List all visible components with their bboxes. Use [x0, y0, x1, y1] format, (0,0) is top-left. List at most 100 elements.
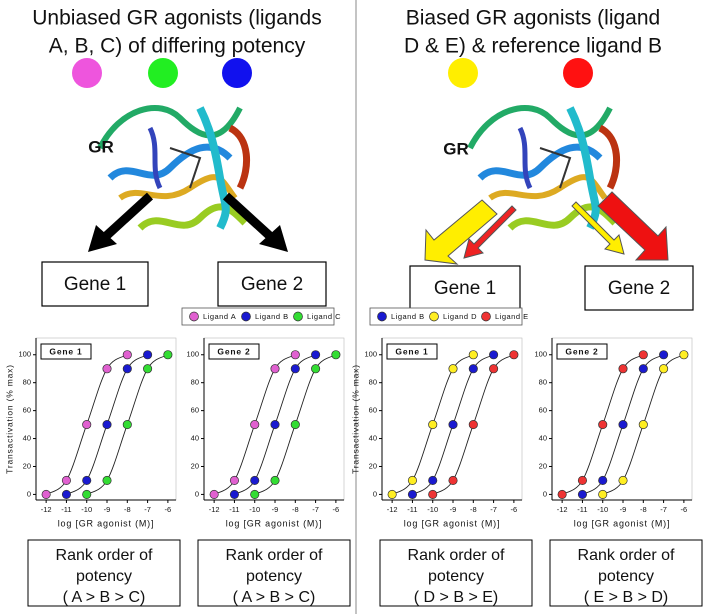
legend-label: Ligand A — [203, 312, 236, 321]
data-point — [41, 489, 51, 499]
data-point — [82, 489, 92, 499]
x-tick-label: -7 — [660, 505, 667, 514]
gene-tag-box — [556, 343, 608, 360]
panel-title: A, B, C) of differing potency — [49, 35, 306, 58]
y-tick-label: 20 — [23, 461, 31, 470]
legend-label: Ligand E — [495, 312, 529, 321]
rank-text: potency — [598, 568, 654, 585]
gene-box — [217, 261, 327, 307]
x-axis-label: log [GR agonist (M)] — [226, 518, 323, 528]
protein-structure — [100, 108, 247, 228]
data-point — [428, 475, 438, 485]
y-tick-label: 20 — [539, 461, 547, 470]
chart-title: Gene 2 — [217, 346, 250, 356]
data-point — [577, 475, 587, 485]
data-point — [448, 364, 458, 374]
legend-marker — [293, 311, 303, 322]
ligand-dot — [563, 58, 593, 88]
x-tick-label: -12 — [41, 505, 52, 514]
data-point — [489, 350, 499, 360]
data-point — [638, 420, 648, 430]
legend-label: Ligand B — [391, 312, 425, 321]
rank-text: potency — [428, 568, 484, 585]
x-tick-label: -10 — [81, 505, 92, 514]
data-point — [387, 489, 397, 499]
x-tick-label: -6 — [165, 505, 172, 514]
y-tick-label: 60 — [539, 406, 547, 415]
y-tick-label: 40 — [23, 434, 31, 443]
x-tick-label: -7 — [490, 505, 497, 514]
gene-box — [41, 261, 149, 307]
data-point — [638, 364, 648, 374]
data-point — [407, 475, 417, 485]
data-point — [311, 364, 321, 374]
x-tick-label: -11 — [577, 505, 587, 514]
data-point — [102, 420, 112, 430]
x-tick-label: -6 — [333, 505, 340, 514]
data-point — [122, 350, 132, 360]
rank-box — [379, 539, 533, 607]
rank-text: potency — [76, 568, 132, 585]
data-point — [250, 475, 260, 485]
legend-label: Ligand B — [255, 312, 289, 321]
data-point — [102, 475, 112, 485]
x-tick-label: -7 — [144, 505, 151, 514]
ligand-dot — [448, 58, 478, 88]
x-tick-label: -12 — [557, 505, 568, 514]
y-tick-label: 100 — [186, 350, 199, 359]
gene-label: Gene 1 — [64, 274, 126, 295]
rank-text: ( E > B > D) — [584, 589, 668, 606]
legend-label: Ligand C — [307, 312, 341, 321]
plot-frame — [381, 337, 523, 501]
panel-title: D & E) & reference ligand B — [404, 35, 662, 58]
gene-box — [584, 265, 694, 311]
gene-tag-box — [208, 343, 260, 360]
data-point — [290, 350, 300, 360]
data-point — [638, 350, 648, 360]
x-tick-label: -8 — [124, 505, 131, 514]
data-point — [250, 489, 260, 499]
y-tick-label: 100 — [18, 350, 31, 359]
x-tick-label: -10 — [427, 505, 438, 514]
data-point — [557, 489, 567, 499]
data-point — [618, 420, 628, 430]
x-tick-label: -10 — [597, 505, 608, 514]
legend-marker — [481, 311, 491, 322]
x-tick-label: -12 — [209, 505, 220, 514]
chart-title: Gene 1 — [395, 346, 428, 356]
rank-text: Rank order of — [56, 547, 153, 564]
x-tick-label: -11 — [229, 505, 239, 514]
data-point — [509, 350, 519, 360]
data-point — [122, 420, 132, 430]
rank-box — [197, 539, 351, 607]
y-tick-label: 80 — [539, 378, 547, 387]
data-point — [270, 420, 280, 430]
data-point — [270, 475, 280, 485]
x-tick-label: -9 — [620, 505, 627, 514]
ligand-dot — [222, 58, 252, 88]
x-tick-label: -9 — [272, 505, 279, 514]
gene-label: Gene 2 — [608, 278, 670, 299]
x-tick-label: -9 — [450, 505, 457, 514]
y-tick-label: 20 — [191, 461, 199, 470]
x-tick-label: -11 — [407, 505, 417, 514]
arrow — [222, 192, 288, 252]
data-point — [311, 350, 321, 360]
data-point — [448, 420, 458, 430]
rank-text: ( D > B > E) — [414, 589, 498, 606]
data-point — [489, 364, 499, 374]
y-axis-label: Transactivation (% max) — [4, 364, 14, 474]
rank-text: ( A > B > C) — [63, 589, 146, 606]
data-point — [250, 420, 260, 430]
data-point — [659, 350, 669, 360]
x-axis-label: log [GR agonist (M)] — [58, 518, 155, 528]
rank-text: Rank order of — [226, 547, 323, 564]
data-point — [290, 420, 300, 430]
data-point — [598, 475, 608, 485]
gr-label: GR — [88, 137, 114, 156]
legend-marker — [189, 311, 199, 322]
gene-label: Gene 2 — [241, 274, 303, 295]
data-point — [428, 489, 438, 499]
y-tick-label: 40 — [539, 434, 547, 443]
